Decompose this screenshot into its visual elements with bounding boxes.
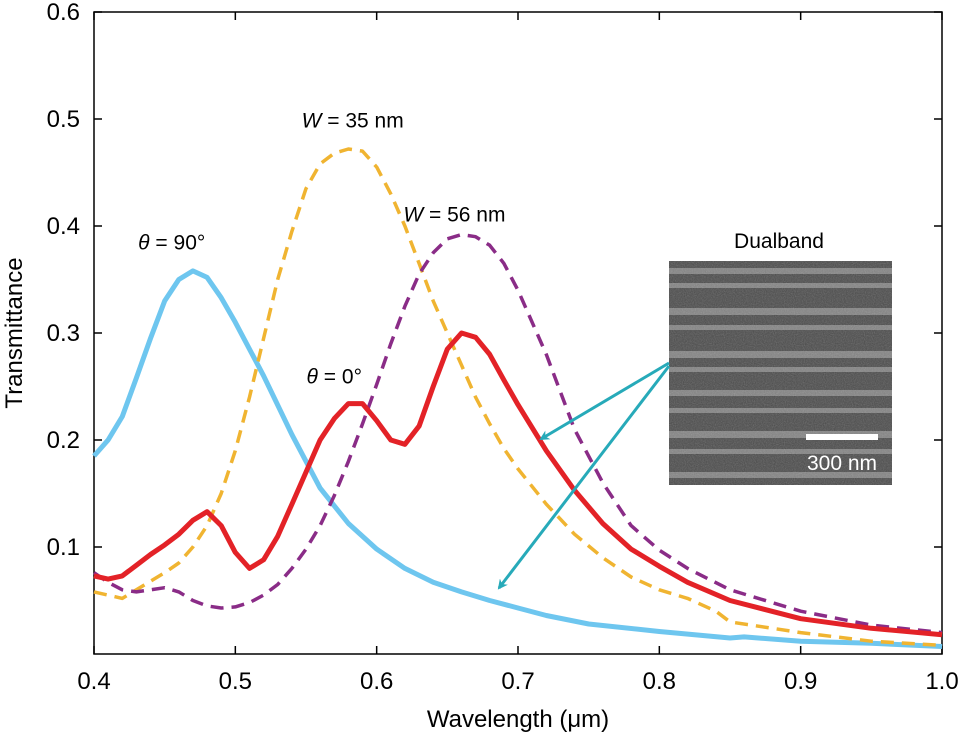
y-tick-label: 0.1 [47,534,80,561]
x-axis-label: Wavelength (μm) [427,706,609,733]
series-w-35-line [93,147,943,648]
x-tick-label: 0.8 [643,668,676,695]
x-tick-label: 0.4 [77,668,110,695]
series-theta-0-line [93,330,943,638]
annotation-theta-0: θ = 0° [307,365,362,388]
x-tick-label: 1.0 [925,668,958,695]
x-tick-labels: 0.4 0.5 0.6 0.7 0.8 0.9 1.0 [77,668,958,695]
pointer-arrows [497,361,671,590]
annotations: θ = 90° θ = 0° W = 35 nm W = 56 nm [138,110,505,389]
y-axis-label: Transmittance [1,257,28,408]
sem-inset: Dualband 300 nm [669,230,892,485]
series-w-56-line [93,232,943,635]
axis-ticks [93,11,943,654]
x-tick-label: 0.5 [219,668,252,695]
series-theta-90-line [92,268,943,649]
y-tick-label: 0.6 [47,0,80,26]
arrow-to-theta-0 [539,361,670,441]
x-tick-label: 0.6 [360,668,393,695]
inset-title: Dualband [734,230,824,253]
arrow-to-theta-90 [497,365,671,590]
scale-bar-label: 300 nm [807,452,877,475]
scale-bar [806,434,878,440]
y-tick-label: 0.2 [47,427,80,454]
y-tick-label: 0.5 [47,106,80,133]
y-tick-label: 0.3 [47,320,80,347]
series-group [92,147,943,649]
annotation-w-35: W = 35 nm [302,110,404,133]
annotation-theta-90: θ = 90° [138,232,205,255]
y-tick-labels: 0.1 0.2 0.3 0.4 0.5 0.6 [47,0,80,561]
x-tick-label: 0.7 [501,668,534,695]
sem-noise-overlay [669,261,892,485]
y-tick-label: 0.4 [47,213,80,240]
x-tick-label: 0.9 [784,668,817,695]
annotation-w-56: W = 56 nm [403,204,505,227]
